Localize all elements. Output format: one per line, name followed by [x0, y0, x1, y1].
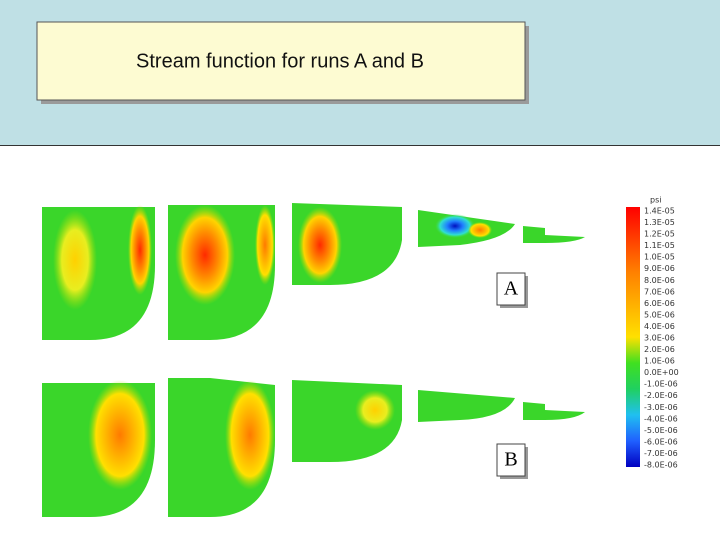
colorbar-title: psi: [650, 196, 661, 205]
label-box: [496, 443, 526, 477]
colorbar-tick-label: 2.0E-06: [644, 345, 675, 354]
colorbar-tick-label: 4.0E-06: [644, 322, 675, 331]
colorbar-tick-label: 7.0E-06: [644, 287, 675, 296]
colorbar-tick-label: 9.0E-06: [644, 264, 675, 273]
colorbar-tick-label: -2.0E-06: [644, 391, 678, 400]
colorbar-tick-label: 6.0E-06: [644, 299, 675, 308]
colorbar-tick-label: -4.0E-06: [644, 414, 678, 423]
colorbar-tick-label: 0.0E+00: [644, 368, 679, 377]
colorbar-tick-label: -7.0E-06: [644, 449, 678, 458]
colorbar-tick-label: 1.1E-05: [644, 241, 675, 250]
plots-b: [42, 378, 585, 517]
colorbar-tick-label: -5.0E-06: [644, 426, 678, 435]
colorbar-tick-label: 3.0E-06: [644, 334, 675, 343]
plots-a: [42, 203, 585, 340]
colorbar: [626, 207, 640, 467]
panel-label: A: [504, 278, 519, 300]
title-box: [36, 21, 526, 101]
label-box: [496, 272, 526, 306]
colorbar-tick-label: -3.0E-06: [644, 403, 678, 412]
colorbar-tick-label: 1.4E-05: [644, 207, 675, 216]
colorbar-tick-label: -8.0E-06: [644, 461, 678, 470]
title: Stream function for runs A and B: [136, 50, 424, 72]
colorbar-tick-label: 5.0E-06: [644, 310, 675, 319]
colorbar-tick-label: -1.0E-06: [644, 380, 678, 389]
colorbar-tick-label: -6.0E-06: [644, 437, 678, 446]
colorbar-tick-label: 1.2E-05: [644, 230, 675, 239]
colorbar-tick-label: 1.0E-05: [644, 253, 675, 262]
panel-label: B: [504, 449, 517, 471]
colorbar-tick-label: 1.3E-05: [644, 218, 675, 227]
colorbar-tick-label: 8.0E-06: [644, 276, 675, 285]
colorbar-tick-label: 1.0E-06: [644, 357, 675, 366]
